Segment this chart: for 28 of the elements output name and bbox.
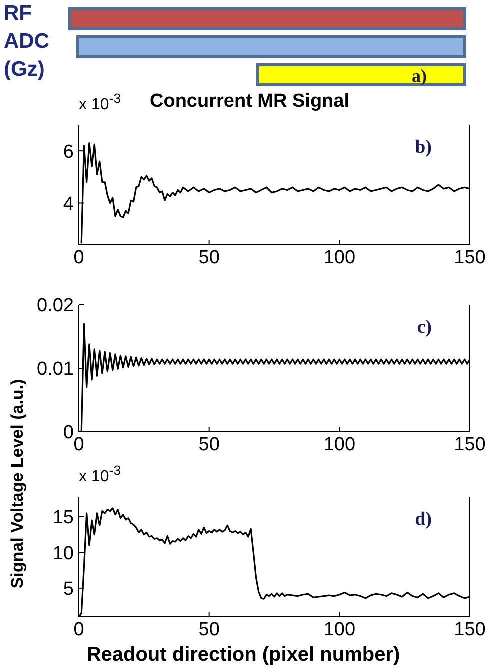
- y-tick-label: 15: [52, 508, 74, 529]
- annotation: d): [415, 509, 432, 531]
- y-tick-label: 10: [52, 543, 74, 564]
- annotation: b): [415, 137, 432, 159]
- text: a): [412, 66, 427, 86]
- y-axis-title: Signal Voltage Level (a.u.): [8, 378, 28, 591]
- chart-title: Concurrent MR Signal: [150, 91, 350, 113]
- y-tick-label: 0.02: [37, 296, 74, 317]
- y-tick-label: 6: [63, 142, 74, 163]
- x-tick-label: 50: [198, 619, 220, 640]
- x-tick-label: 100: [324, 434, 356, 456]
- x-tick-label: 150: [454, 619, 486, 640]
- x-axis-title: Readout direction (pixel number): [86, 644, 402, 667]
- x-tick-label: 100: [324, 247, 356, 268]
- y-tick-label: 0.01: [37, 359, 74, 380]
- y-tick-label: 4: [63, 194, 74, 216]
- text: x 10$^{-3}$: [79, 91, 122, 114]
- text: x 10$^{-3}$: [79, 463, 122, 486]
- category-label: RF: [4, 2, 32, 26]
- x-tick-label: 150: [454, 247, 486, 268]
- x-tick-label: 50: [198, 434, 220, 456]
- x-tick-label: 150: [454, 434, 486, 456]
- category-label: (Gz): [4, 58, 45, 82]
- x-tick-label: 100: [324, 619, 356, 640]
- category-label: ADC: [4, 30, 50, 54]
- y-tick-label: 5: [63, 579, 74, 600]
- annotation: c): [417, 317, 432, 339]
- x-tick-label: 50: [198, 247, 220, 268]
